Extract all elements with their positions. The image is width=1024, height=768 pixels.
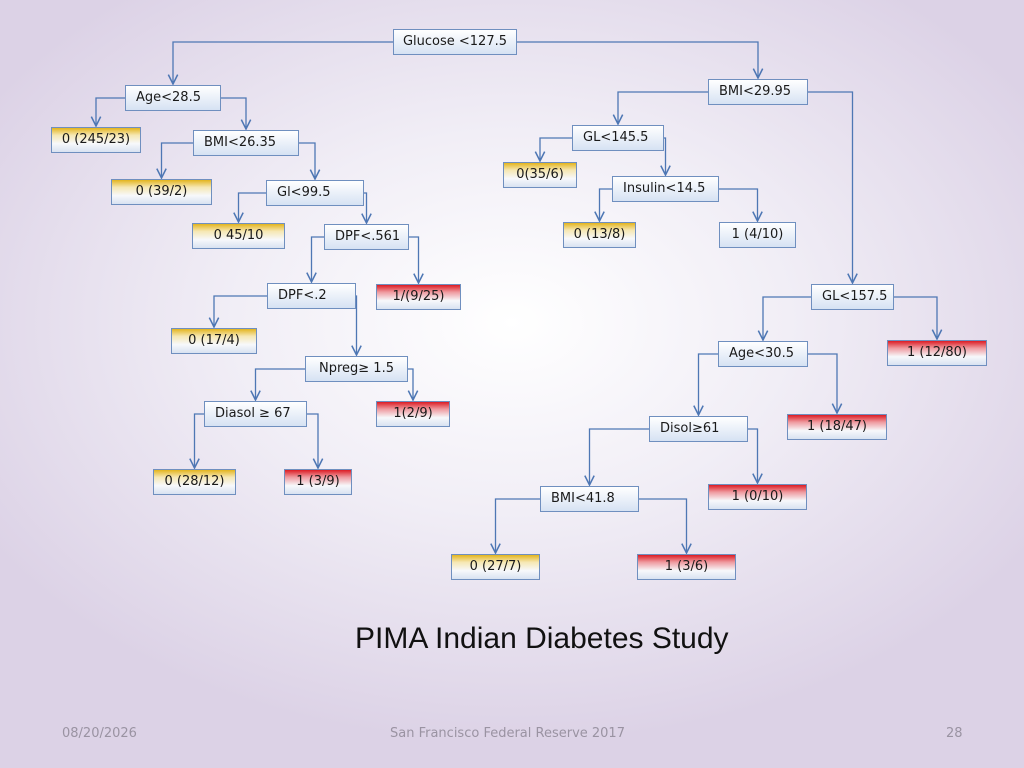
slide-title: PIMA Indian Diabetes Study (355, 622, 729, 655)
edge-bmi418-to-leaf_27 (496, 498, 540, 553)
edge-npreg-to-diasol67 (256, 368, 305, 400)
split-node-dpf2: DPF<.2 (267, 283, 356, 309)
edge-ins145-to-leaf_4_10 (719, 188, 758, 221)
leaf-node-leaf_28: 0 (28/12) (153, 469, 236, 495)
split-node-bmi418: BMI<41.8 (540, 486, 639, 512)
edge-bmi2635-to-gl995 (299, 142, 315, 179)
edge-bmi2635-to-leaf_39 (162, 142, 193, 178)
split-node-dpf561: DPF<.561 (324, 224, 409, 250)
edge-diasol67-to-leaf_28 (195, 413, 204, 468)
edge-dpf561-to-dpf2 (312, 236, 324, 282)
edge-gl1575-to-age305 (763, 296, 811, 340)
split-node-age305: Age<30.5 (718, 341, 808, 367)
leaf-node-leaf_39: 0 (39/2) (111, 179, 212, 205)
leaf-node-leaf_9_25: 1/(9/25) (376, 284, 461, 310)
edge-gl995-to-dpf561 (364, 192, 367, 223)
split-node-bmi2635: BMI<26.35 (193, 130, 299, 156)
split-node-diasol67: Diasol ≥ 67 (204, 401, 307, 427)
edge-dpf2-to-npreg (356, 295, 357, 355)
footer-page-number: 28 (946, 726, 963, 741)
split-node-gl995: Gl<99.5 (266, 180, 364, 206)
split-node-gl1575: GL<157.5 (811, 284, 894, 310)
leaf-node-leaf_13: 0 (13/8) (563, 222, 636, 248)
edge-gl1575-to-leaf_12_80 (894, 296, 937, 339)
edge-bmi2995-to-gl1575 (808, 91, 853, 283)
leaf-node-leaf_45: 0 45/10 (192, 223, 285, 249)
leaf-node-leaf_3_9: 1 (3/9) (284, 469, 352, 495)
split-node-npreg: Npreg≥ 1.5 (305, 356, 408, 382)
leaf-node-leaf_12_80: 1 (12/80) (887, 340, 987, 366)
edge-gl1455-to-ins145 (664, 137, 666, 175)
footer-date: 08/20/2026 (62, 726, 137, 741)
edge-age285-to-leaf_245 (96, 97, 125, 126)
edge-age305-to-leaf_18_47 (808, 353, 837, 413)
leaf-node-leaf_35: 0(35/6) (503, 162, 577, 188)
split-node-ins145: Insulin<14.5 (612, 176, 719, 202)
edge-glucose-to-age285 (173, 41, 393, 84)
edge-diasol67-to-leaf_3_9 (307, 413, 318, 468)
split-node-glucose: Glucose <127.5 (393, 29, 517, 55)
edge-gl995-to-leaf_45 (239, 192, 266, 222)
edge-gl1455-to-leaf_35 (540, 137, 572, 161)
leaf-node-leaf_3_6: 1 (3/6) (637, 554, 736, 580)
edge-ins145-to-leaf_13 (600, 188, 612, 221)
edge-disol61-to-leaf_0_10 (748, 428, 758, 483)
leaf-node-leaf_245: 0 (245/23) (51, 127, 141, 153)
split-node-age285: Age<28.5 (125, 85, 221, 111)
leaf-node-leaf_2_9: 1(2/9) (376, 401, 450, 427)
split-node-gl1455: GL<145.5 (572, 125, 664, 151)
edge-disol61-to-bmi418 (590, 428, 649, 485)
footer-center-text: San Francisco Federal Reserve 2017 (390, 726, 625, 741)
split-node-bmi2995: BMI<29.95 (708, 79, 808, 105)
split-node-leaf_4_10: 1 (4/10) (719, 222, 796, 248)
edge-age285-to-bmi2635 (221, 97, 246, 129)
edge-age305-to-disol61 (699, 353, 718, 415)
edge-bmi418-to-leaf_3_6 (639, 498, 687, 553)
leaf-node-leaf_17: 0 (17/4) (171, 328, 257, 354)
edge-glucose-to-bmi2995 (517, 41, 758, 78)
edge-dpf2-to-leaf_17 (214, 295, 267, 327)
leaf-node-leaf_27: 0 (27/7) (451, 554, 540, 580)
split-node-disol61: Disol≥61 (649, 416, 748, 442)
edge-dpf561-to-leaf_9_25 (409, 236, 419, 283)
leaf-node-leaf_18_47: 1 (18/47) (787, 414, 887, 440)
edge-npreg-to-leaf_2_9 (408, 368, 413, 400)
leaf-node-leaf_0_10: 1 (0/10) (708, 484, 807, 510)
edge-bmi2995-to-gl1455 (618, 91, 708, 124)
